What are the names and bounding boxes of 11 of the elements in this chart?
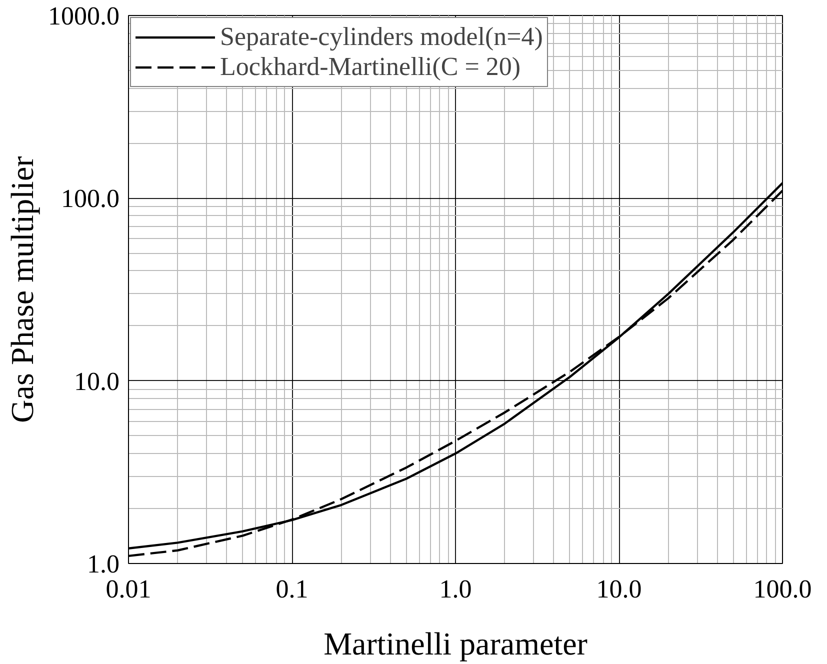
y-tick-label: 10.0 — [74, 366, 120, 396]
x-tick-label: 10.0 — [596, 574, 642, 604]
x-axis-title: Martinelli parameter — [324, 626, 588, 662]
y-axis-title: Gas Phase multiplier — [4, 156, 40, 423]
y-tick-label: 1000.0 — [48, 2, 120, 30]
legend-label: Lockhard-Martinelli(C = 20) — [220, 52, 521, 82]
legend-label: Separate-cylinders model(n=4) — [220, 22, 543, 52]
x-tick-label: 0.1 — [276, 574, 308, 604]
x-tick-label: 1.0 — [439, 574, 472, 604]
y-tick-label: 100.0 — [61, 184, 120, 214]
x-tick-label: 100.0 — [753, 574, 812, 604]
